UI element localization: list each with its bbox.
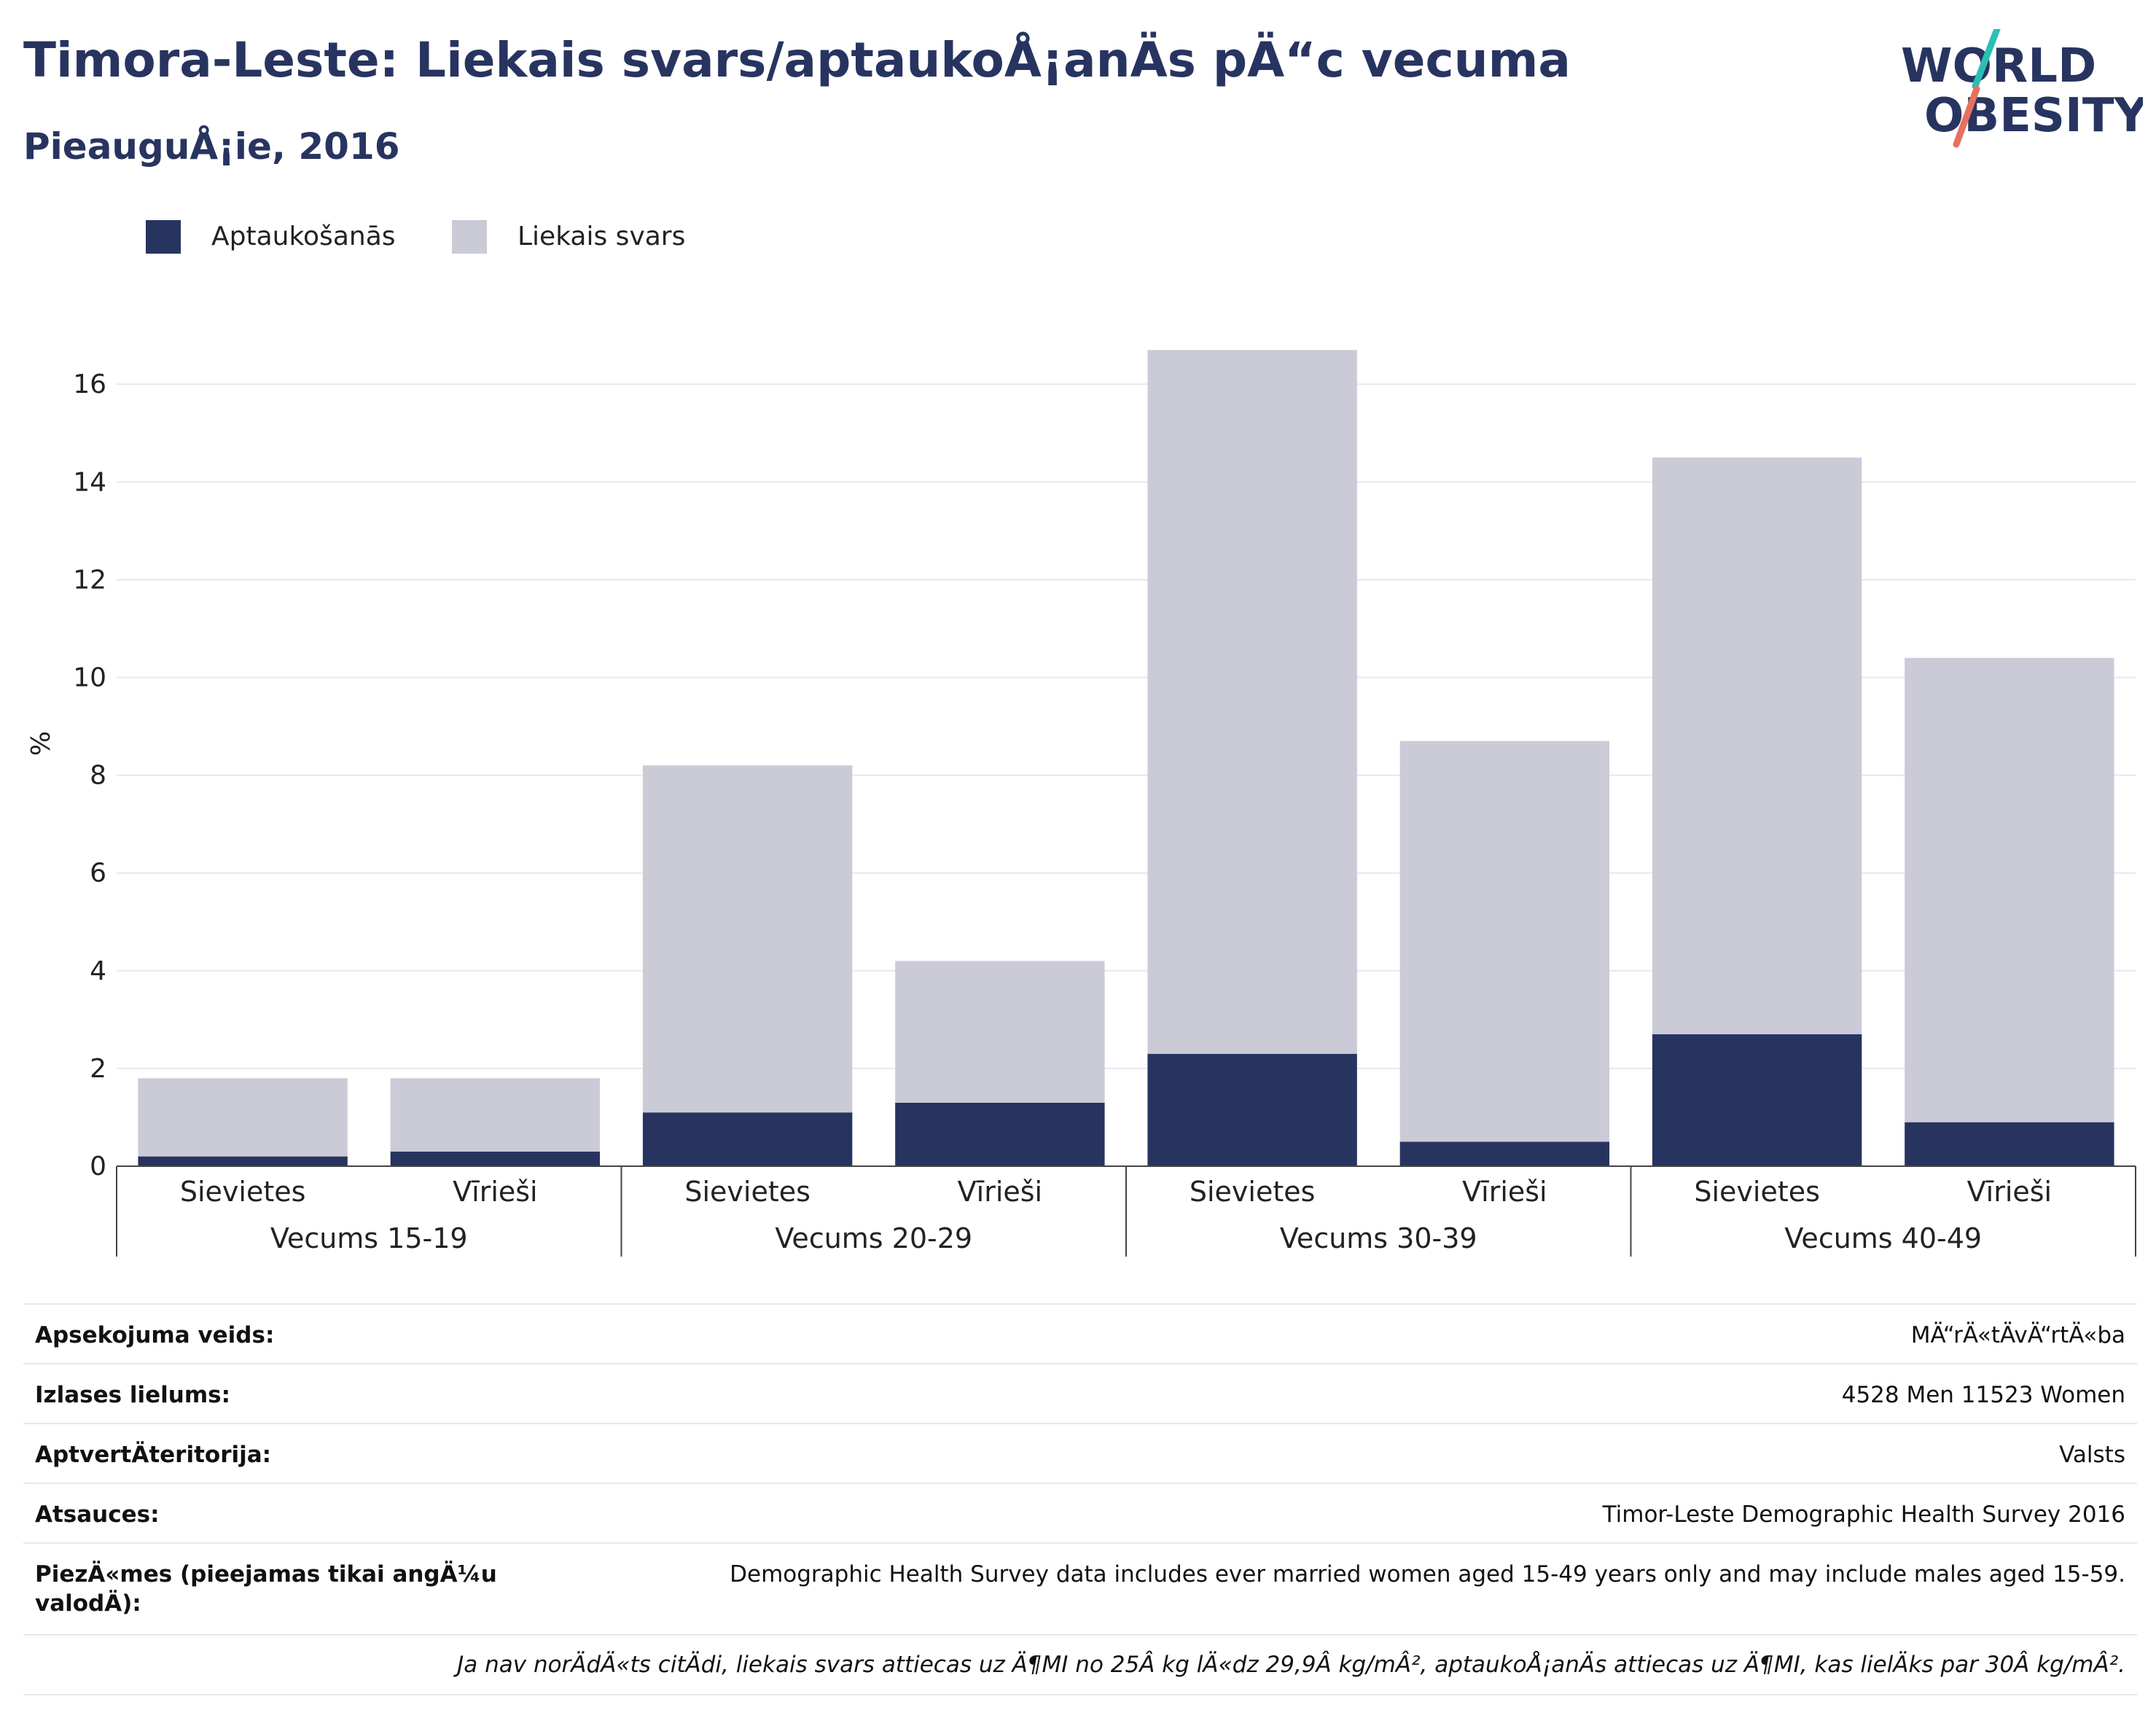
legend-swatch-obesity [146,220,181,254]
x-category-label: Vīrieši [1967,1176,2052,1208]
logo-slash-top [1972,29,2001,90]
x-group-label: Vecums 15-19 [270,1222,468,1254]
bar-overweight[interactable] [138,1078,348,1157]
bar-overweight[interactable] [1652,457,1862,1034]
info-row-references: Atsauces: Timor-Leste Demographic Health… [23,1483,2137,1542]
bar-obesity[interactable] [1905,1122,2114,1166]
world-obesity-logo: WORLD OBESITY [1901,29,2143,148]
bar-obesity[interactable] [1399,1141,1610,1166]
y-tick-label: 12 [73,565,106,595]
info-value-coverage: Valsts [2059,1442,2125,1468]
survey-info-table: Apsekojuma veids: MÄ“rÄ«tÄvÄ“rtÄ«ba Izla… [23,1303,2137,1695]
info-value-notes: Demographic Health Survey data includes … [730,1561,2125,1587]
y-tick-label: 4 [90,956,106,986]
bar-overweight[interactable] [895,961,1105,1103]
info-key-survey-type: Apsekojuma veids: [35,1322,275,1348]
info-key-notes: PiezÄ«mes (pieejamas tikai angÄ¼u valodÄ… [35,1561,497,1617]
bar-overweight[interactable] [1905,657,2114,1122]
logo-slash-bottom [1953,85,1980,148]
x-group-label: Vecums 40-49 [1784,1222,1982,1254]
info-key-coverage: AptvertÄteritorija: [35,1442,272,1468]
chart-title: Timora-Leste: Liekais svars/aptaukoÅ¡anÄ… [23,32,1571,88]
info-value-survey-type: MÄ“rÄ«tÄvÄ“rtÄ«ba [1910,1322,2125,1348]
info-row-survey-type: Apsekojuma veids: MÄ“rÄ«tÄvÄ“rtÄ«ba [23,1303,2137,1363]
y-tick-label: 16 [73,370,106,399]
bar-overweight[interactable] [390,1078,601,1152]
y-axis-label: % [26,731,56,756]
bar-overweight[interactable] [1399,741,1610,1142]
x-category-label: Sievietes [684,1176,811,1208]
info-row-footnote: Ja nav norÄdÄ«ts citÄdi, liekais svars a… [23,1634,2137,1695]
bar-obesity[interactable] [1147,1053,1357,1166]
bar-overweight[interactable] [642,765,853,1113]
x-group-label: Vecums 20-29 [775,1222,972,1254]
logo-line-world: WORLD [1901,39,2096,93]
bar-obesity[interactable] [1652,1034,1862,1166]
x-category-label: Vīrieši [453,1176,537,1208]
bmi-footnote: Ja nav norÄdÄ«ts citÄdi, liekais svars a… [457,1652,2125,1678]
info-value-sample-size: 4528 Men 11523 Women [1841,1382,2125,1408]
x-category-label: Sievietes [1190,1176,1316,1208]
info-row-notes: PiezÄ«mes (pieejamas tikai angÄ¼u valodÄ… [23,1542,2137,1634]
y-tick-label: 6 [90,859,106,889]
y-tick-label: 14 [73,467,106,497]
stacked-bar-chart: 0 2 4 6 8 10 12 14 16% Sievietes Vīrieši Sievietes V… [26,350,2136,1257]
info-row-sample-size: Izlases lielums: 4528 Men 11523 Women [23,1363,2137,1423]
bar-obesity[interactable] [390,1151,601,1166]
y-tick-label: 0 [90,1152,106,1182]
x-group-label: Vecums 30-39 [1280,1222,1477,1254]
x-category-label: Vīrieši [1462,1176,1547,1208]
y-tick-label: 8 [90,761,106,791]
bar-obesity[interactable] [138,1156,348,1166]
legend-label-overweight: Liekais svars [517,222,686,251]
y-tick-label: 2 [90,1054,106,1084]
x-category-label: Vīrieši [958,1176,1042,1208]
x-category-label: Sievietes [1694,1176,1820,1208]
legend-label-obesity: Aptaukošanās [211,222,396,251]
bar-overweight[interactable] [1147,350,1357,1054]
chart-subtitle: PieauguÅ¡ie, 2016 [23,125,400,168]
y-tick-label: 10 [73,663,106,692]
bar-obesity[interactable] [895,1102,1105,1166]
x-category-label: Sievietes [180,1176,306,1208]
legend-swatch-overweight [452,220,487,254]
info-key-sample-size: Izlases lielums: [35,1382,230,1408]
bar-obesity[interactable] [642,1112,853,1166]
info-value-references: Timor-Leste Demographic Health Survey 20… [1602,1501,2125,1528]
info-key-references: Atsauces: [35,1501,160,1528]
info-row-coverage: AptvertÄteritorija: Valsts [23,1423,2137,1483]
